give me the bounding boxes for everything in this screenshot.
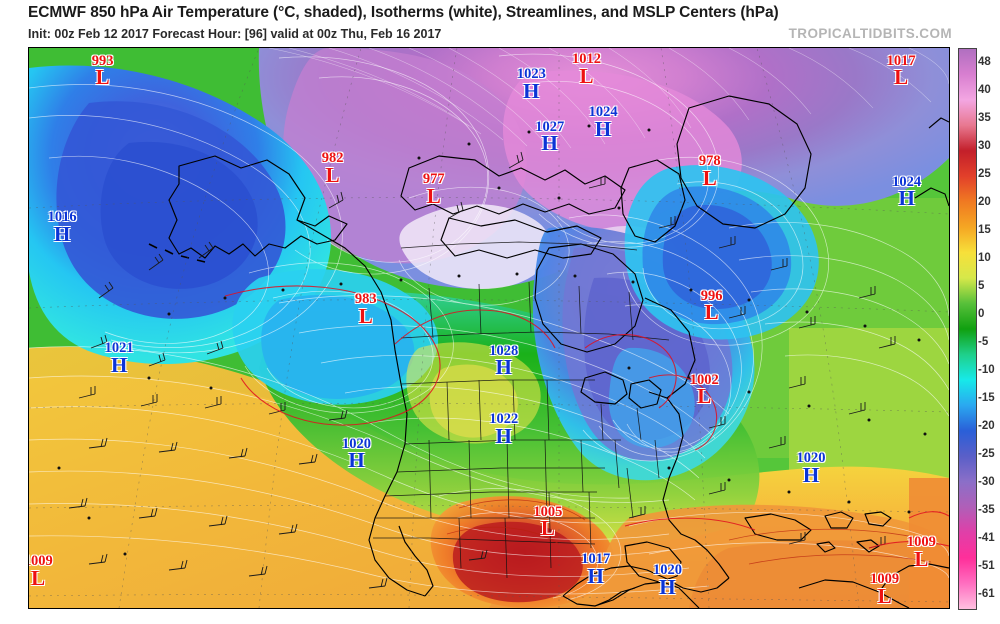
colorbar-tick: -41 bbox=[978, 532, 995, 544]
colorbar-tick: 30 bbox=[978, 140, 991, 152]
temperature-map[interactable]: 993 L 1012 L 1023 H 1017 L 1027 H 1024 H… bbox=[28, 47, 950, 609]
forecast-subtitle: Init: 00z Feb 12 2017 Forecast Hour: [96… bbox=[28, 27, 442, 41]
colorbar-tick: -51 bbox=[978, 560, 995, 572]
colorbar-tick: 48 bbox=[978, 56, 991, 68]
colorbar-tick: -25 bbox=[978, 448, 995, 460]
colorbar-tick: 5 bbox=[978, 280, 985, 292]
colorbar-tick: -35 bbox=[978, 504, 995, 516]
colorbar-tick: 25 bbox=[978, 168, 991, 180]
temperature-colorbar bbox=[958, 48, 977, 610]
colorbar-tick: -15 bbox=[978, 392, 995, 404]
map-canvas bbox=[29, 48, 949, 608]
colorbar-tick: -20 bbox=[978, 420, 995, 432]
brand-watermark: TROPICALTIDBITS.COM bbox=[788, 26, 952, 41]
colorbar-tick-labels: 48 40 35 30 25 20 15 10 5 0 -5 -10 -15 -20 -25 -30 -35 -4… bbox=[978, 48, 1000, 608]
colorbar-tick: -10 bbox=[978, 364, 995, 376]
colorbar-gradient bbox=[959, 49, 976, 609]
colorbar-tick: 0 bbox=[978, 308, 985, 320]
colorbar-tick: 35 bbox=[978, 112, 991, 124]
colorbar-tick: 40 bbox=[978, 84, 991, 96]
colorbar-tick: -61 bbox=[978, 588, 995, 600]
colorbar-tick: 20 bbox=[978, 196, 991, 208]
colorbar-tick: -30 bbox=[978, 476, 995, 488]
colorbar-tick: -5 bbox=[978, 336, 989, 348]
page-title: ECMWF 850 hPa Air Temperature (°C, shade… bbox=[28, 4, 779, 21]
colorbar-tick: 15 bbox=[978, 224, 991, 236]
colorbar-tick: 10 bbox=[978, 252, 991, 264]
